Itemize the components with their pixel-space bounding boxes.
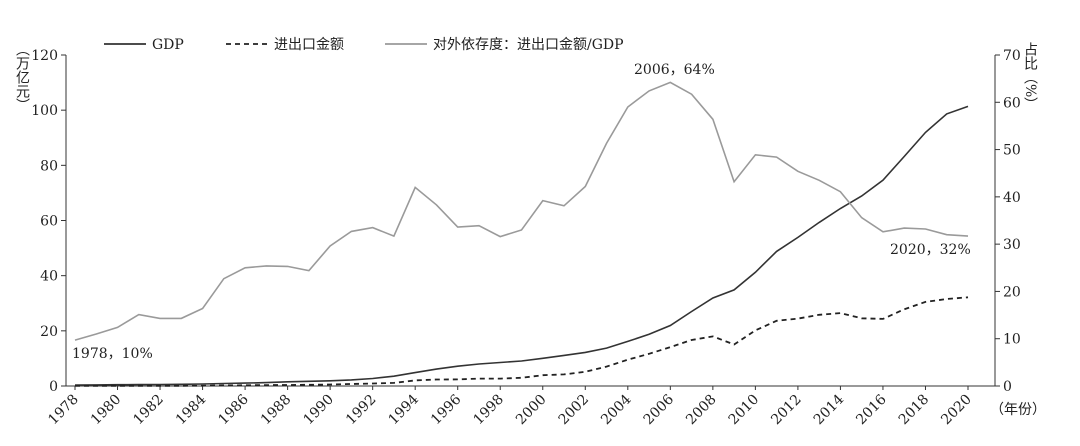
series-line <box>74 81 969 341</box>
x-tick-label: 2008 <box>683 392 720 429</box>
y2-tick-label: 40 <box>1003 190 1021 206</box>
x-tick-label: 1982 <box>130 392 167 429</box>
x-tick-label: 1978 <box>45 392 82 429</box>
x-tick-label: 2006 <box>641 391 678 428</box>
y-axis-label: （万亿元） <box>14 42 30 112</box>
y2-tick-label: 60 <box>1003 95 1021 111</box>
x-tick-label: 2018 <box>896 392 933 429</box>
y2-tick-label: 20 <box>1003 284 1021 300</box>
x-tick-label: 2002 <box>556 392 593 429</box>
x-tick-label: 2004 <box>598 391 635 428</box>
y2-tick-label: 70 <box>1003 48 1021 64</box>
y-tick-label: 120 <box>31 48 58 64</box>
x-tick-label: 2014 <box>811 391 848 428</box>
x-tick-label: 1998 <box>471 392 508 429</box>
y-tick-label: 20 <box>40 324 58 340</box>
x-tick-label: 2000 <box>513 392 550 429</box>
x-tick-label: 2010 <box>726 392 763 429</box>
y-tick-label: 40 <box>40 269 58 285</box>
x-tick-label: 1988 <box>258 392 295 429</box>
x-tick-label: 2012 <box>768 392 805 429</box>
legend-label: GDP <box>152 37 184 53</box>
y-tick-label: 100 <box>31 103 58 119</box>
y2-tick-label: 0 <box>1003 379 1012 395</box>
x-tick-label: 1984 <box>173 391 210 428</box>
y2-axis-label: 占比（%） <box>1022 42 1038 111</box>
x-tick-label: 1992 <box>343 392 380 429</box>
x-tick-label: 1980 <box>88 392 125 429</box>
x-tick-label: 1996 <box>428 391 465 428</box>
y-tick-label: 60 <box>40 214 58 230</box>
series-line <box>75 296 969 387</box>
y2-tick-label: 10 <box>1003 332 1021 348</box>
legend-label: 进出口金额 <box>274 37 344 53</box>
x-axis-label: （年份） <box>990 402 1046 418</box>
y-tick-label: 80 <box>40 158 58 174</box>
annotation: 2006，64% <box>634 62 715 78</box>
x-tick-label: 1986 <box>215 391 252 428</box>
y2-tick-label: 50 <box>1003 143 1021 159</box>
y-tick-label: 0 <box>49 379 58 395</box>
series-line <box>74 105 969 386</box>
legend-label: 对外依存度：进出口金额/GDP <box>433 37 624 53</box>
y2-tick-label: 30 <box>1003 237 1021 253</box>
x-tick-label: 1990 <box>300 392 337 429</box>
annotation: 1978，10% <box>72 346 153 362</box>
annotation: 2020，32% <box>890 242 971 258</box>
x-tick-label: 2020 <box>938 392 975 429</box>
x-tick-label: 1994 <box>386 391 423 428</box>
x-tick-label: 2016 <box>853 391 890 428</box>
